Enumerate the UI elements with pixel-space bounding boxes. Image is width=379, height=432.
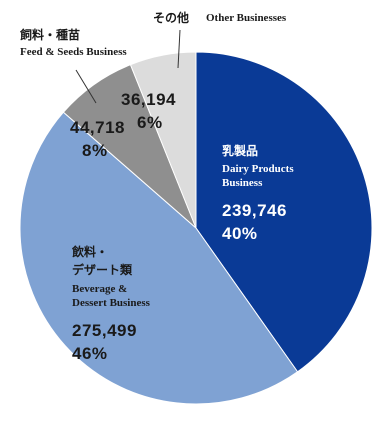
leader-lines (75, 29, 181, 104)
beverage-label-en-line1: Beverage & (72, 283, 128, 295)
dairy-value: 239,746 (222, 201, 287, 220)
leader-line-feed (75, 69, 97, 104)
other-value: 36,194 (121, 90, 176, 109)
pie-slice-dairy (195, 51, 373, 373)
feed-value: 44,718 (70, 118, 125, 137)
pie-slices (19, 51, 373, 405)
other-label-en: Other Businesses (206, 12, 287, 24)
beverage-label-ja-line1: 飲料・ (72, 245, 109, 259)
dairy-label-ja: 乳製品 (222, 144, 259, 158)
beverage-percent: 46% (72, 344, 108, 363)
beverage-label-en-line2: Dessert Business (72, 297, 150, 309)
dairy-percent: 40% (222, 224, 258, 243)
other-percent: 6% (137, 113, 163, 132)
beverage-value: 275,499 (72, 321, 137, 340)
feed-label-ja: 飼料・種苗 (20, 28, 81, 42)
feed-percent: 8% (82, 141, 108, 160)
other-label-ja: その他 (153, 11, 190, 25)
pie-slice-beverage (19, 111, 299, 405)
dairy-label-en-line1: Dairy Products (222, 163, 294, 175)
feed-label-en: Feed & Seeds Business (20, 46, 127, 58)
dairy-label-en-line2: Business (222, 177, 263, 189)
leader-line-other (177, 29, 181, 69)
pie-slice-other (129, 51, 197, 229)
beverage-label-ja-line2: デザート類 (72, 263, 133, 277)
